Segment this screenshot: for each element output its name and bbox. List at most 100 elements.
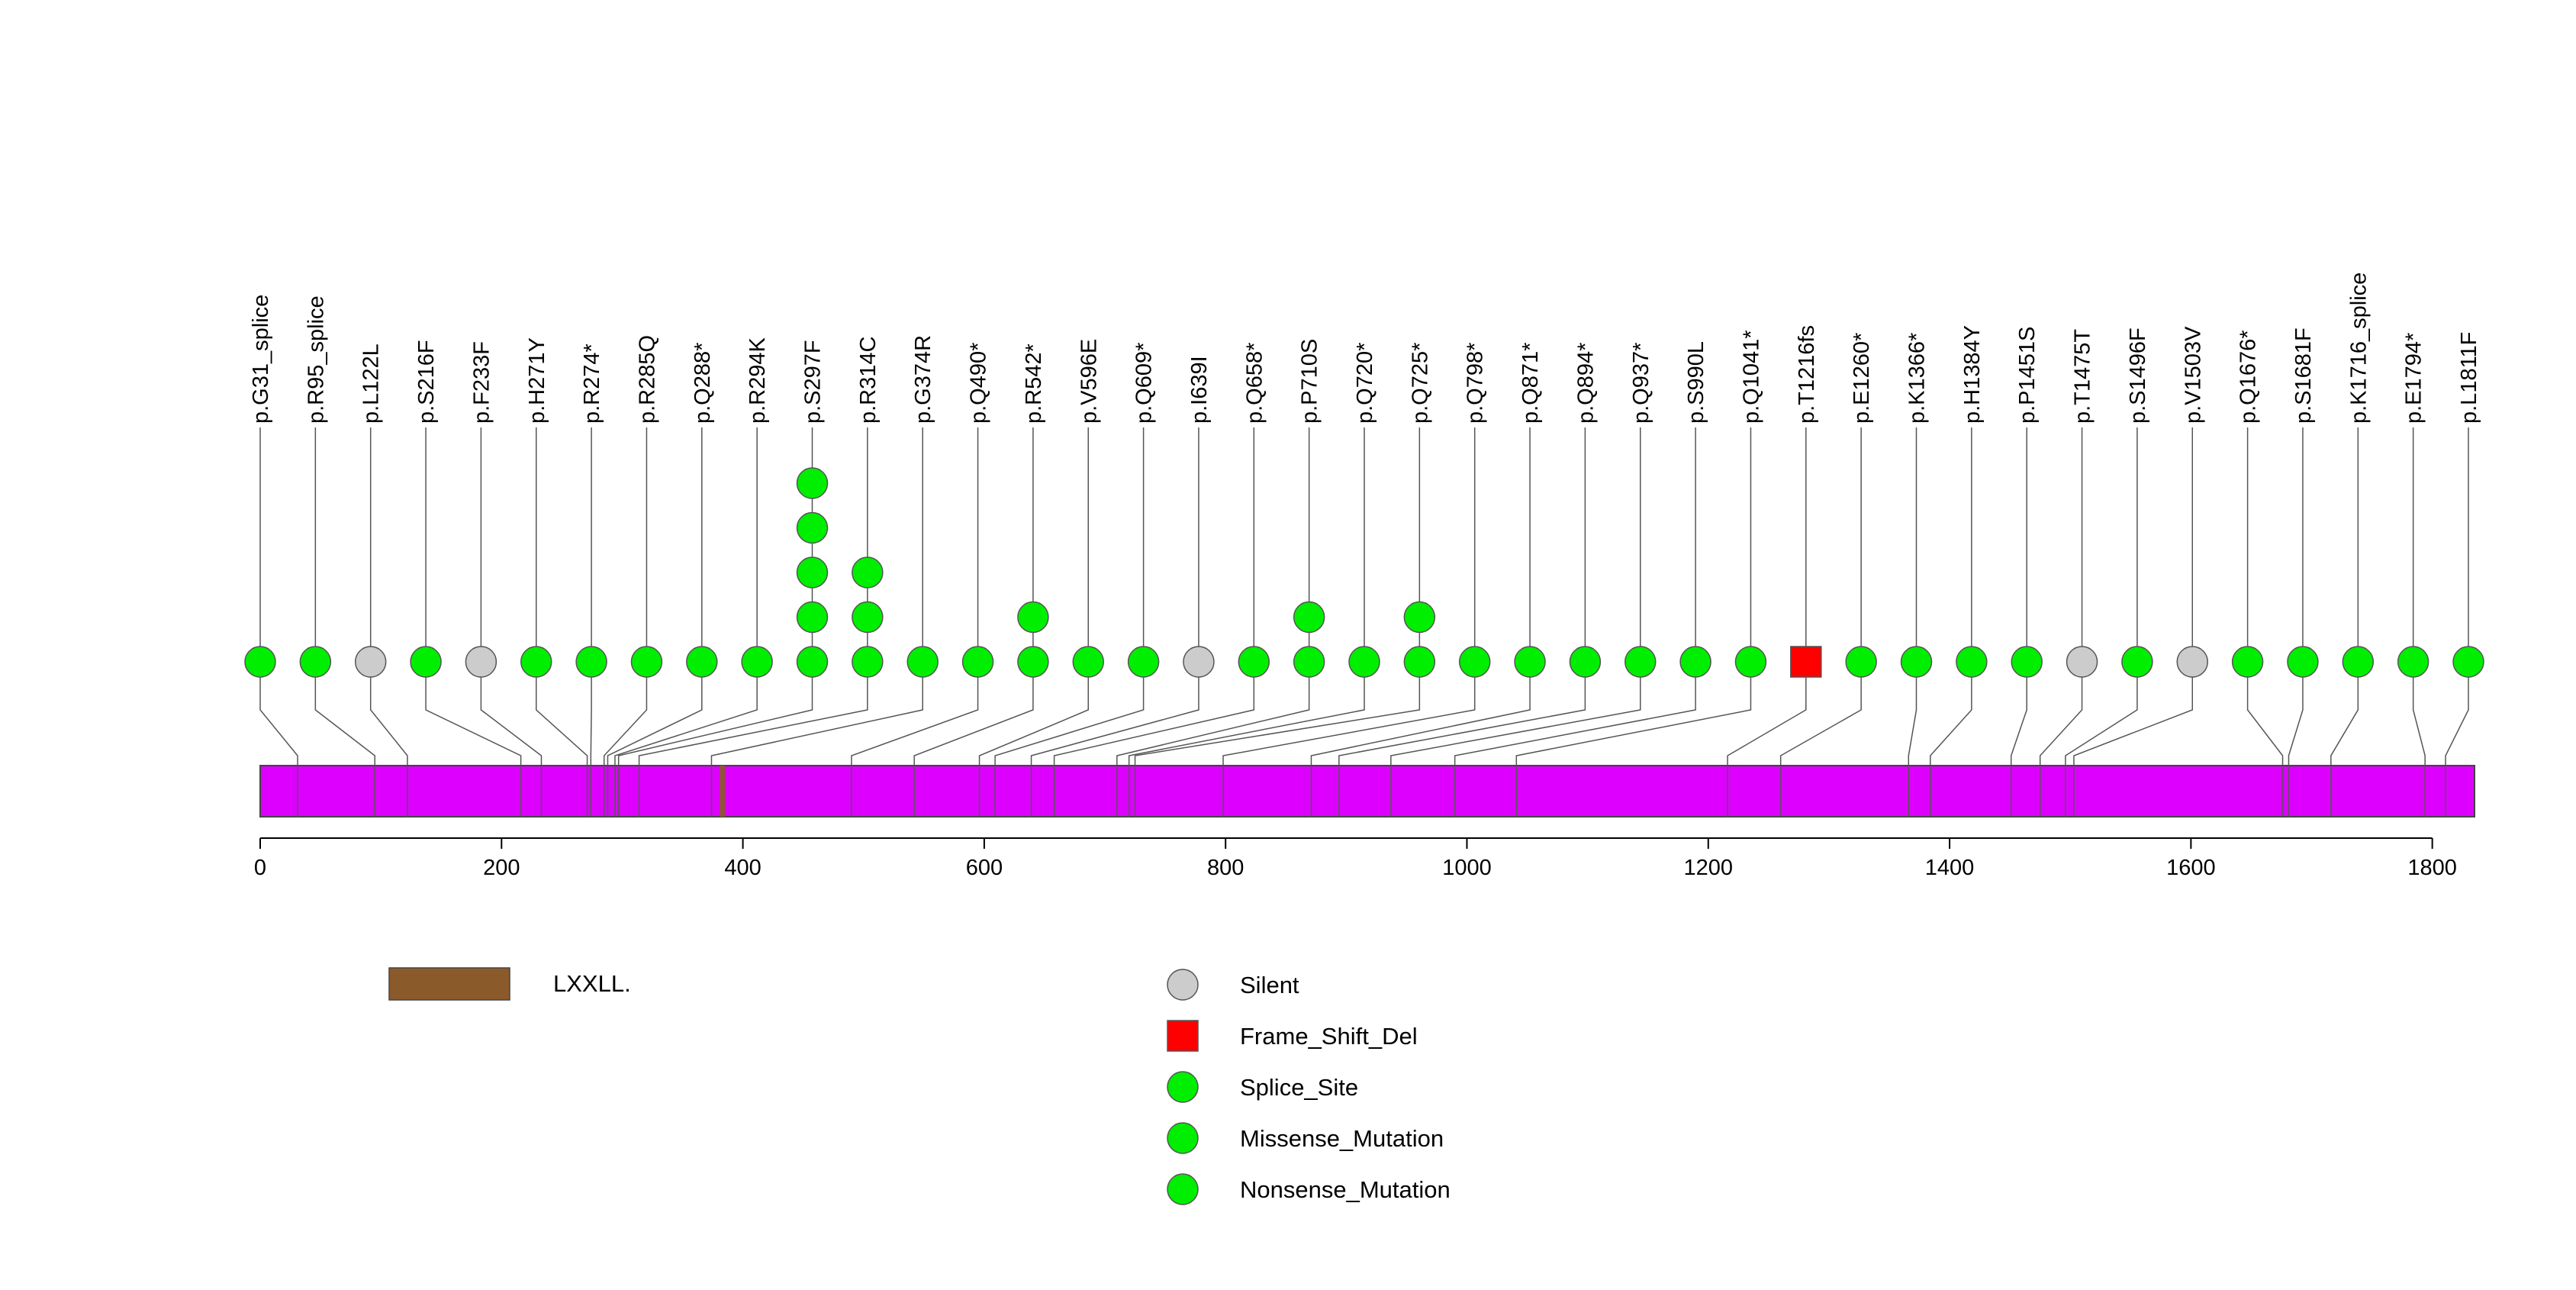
mutation-label: p.R285Q <box>635 335 659 424</box>
mutation-marker <box>686 646 718 678</box>
legend-label: Frame_Shift_Del <box>1240 1023 1418 1050</box>
mutation-marker <box>465 646 497 678</box>
mutation-stem <box>638 427 868 817</box>
mutation-label: p.V1503V <box>2181 326 2205 424</box>
mutation-label: p.G374R <box>911 335 935 424</box>
mutation-stem <box>2412 427 2426 817</box>
mutation-label: p.R542* <box>1022 343 1046 424</box>
mutation-label: p.V596E <box>1077 339 1101 424</box>
legend-marker <box>1167 1071 1199 1103</box>
mutation-label: p.S297F <box>801 340 826 424</box>
mutation-marker <box>2176 646 2208 678</box>
mutation-label: p.L122L <box>359 343 384 424</box>
mutation-marker <box>1072 646 1104 678</box>
mutation-marker <box>354 646 387 678</box>
mutation-label: p.Q894* <box>1573 343 1598 424</box>
mutation-marker <box>1403 646 1436 678</box>
legend-domain-label: LXXLL. <box>553 970 631 997</box>
mutation-label: p.L1811F <box>2457 332 2481 424</box>
mutation-marker <box>1956 646 1988 678</box>
mutation-stem <box>913 427 1034 817</box>
mutation-marker <box>2397 646 2429 678</box>
mutation-marker <box>410 646 442 678</box>
mutation-label: p.Q725* <box>1408 343 1432 424</box>
mutation-marker <box>1458 646 1491 678</box>
mutation-stem <box>1515 427 1752 817</box>
mutation-stem <box>2039 427 2083 817</box>
mutation-stem <box>1338 427 1586 817</box>
mutation-label: p.T1216fs <box>1795 325 1819 424</box>
mutation-marker <box>1293 601 1325 634</box>
legend-label: Splice_Site <box>1240 1074 1358 1101</box>
mutation-stem <box>1779 427 1862 817</box>
mutation-marker <box>796 556 829 589</box>
x-tick-label: 1200 <box>1684 856 1734 880</box>
protein-bar <box>259 765 2475 818</box>
mutation-label: p.Q937* <box>1629 343 1653 424</box>
mutation-marker <box>299 646 332 678</box>
x-axis: 0 200 400 600 800 1000 1200 1400 1600 1800 <box>254 837 2457 880</box>
mutation-marker <box>1845 646 1877 678</box>
mutation-stem <box>369 427 408 817</box>
legend-marker <box>1167 1122 1199 1154</box>
mutation-label: p.P1451S <box>2015 327 2040 424</box>
mutation-label: p.R314C <box>856 337 881 424</box>
protein-ticks <box>297 766 2446 817</box>
mutation-marker <box>1017 601 1049 634</box>
x-tick-label: 1400 <box>1925 856 1975 880</box>
mutation-marker <box>1238 646 1270 678</box>
legend-marker <box>1167 969 1199 1001</box>
legend: LXXLL. Silent Frame_Shift_Del Splice_Site Mi… <box>388 967 1451 1205</box>
mutation-label: p.S216F <box>414 340 439 424</box>
mutation-label: p.Q609* <box>1132 343 1157 424</box>
protein-track <box>259 765 2475 818</box>
mutation-stem <box>314 427 375 817</box>
x-tick-label: 1600 <box>2166 856 2216 880</box>
mutation-label: p.Q1676* <box>2236 330 2261 424</box>
mutation-stem <box>1053 427 1255 817</box>
mutation-label: p.R274* <box>580 343 604 424</box>
x-tick-label: 200 <box>483 856 520 880</box>
mutation-marker <box>520 646 552 678</box>
mutation-stem <box>1727 427 1807 817</box>
mutation-stem <box>614 427 758 817</box>
mutation-marker <box>630 646 663 678</box>
mutation-stem <box>2330 427 2359 817</box>
mutation-marker <box>1514 646 1546 678</box>
domain-lxxll- <box>720 766 725 817</box>
mutation-stem <box>536 427 588 817</box>
mutation-markers <box>244 467 2484 678</box>
mutation-stem <box>1908 427 1918 817</box>
mutation-labels: p.G31_splice p.R95_splice p.L122L p.S216F p.… <box>249 273 2481 424</box>
mutation-label: p.E1794* <box>2402 333 2426 424</box>
mutation-stem <box>2073 427 2193 817</box>
mutation-stem <box>1222 427 1476 817</box>
x-tick-label: 600 <box>966 856 1003 880</box>
mutation-label: p.Q490* <box>967 343 991 424</box>
mutation-marker <box>852 646 884 678</box>
mutation-label: p.Q1041* <box>1739 330 1763 424</box>
mutation-marker <box>1734 646 1767 678</box>
mutation-label: p.Q288* <box>691 343 715 424</box>
mutation-stem <box>994 427 1145 817</box>
mutation-marker <box>961 646 994 678</box>
protein-domains <box>720 766 725 817</box>
mutation-marker <box>906 646 939 678</box>
mutation-label: p.Q871* <box>1518 343 1543 424</box>
x-tick-label: 1000 <box>1442 856 1492 880</box>
legend-label: Missense_Mutation <box>1240 1125 1444 1152</box>
mutation-marker <box>1348 646 1380 678</box>
x-tick-label: 0 <box>254 856 266 880</box>
mutation-label: p.S1681F <box>2291 327 2316 424</box>
x-tick-label: 800 <box>1207 856 1244 880</box>
mutation-stem <box>1116 427 1310 817</box>
mutation-marker <box>1900 646 1933 678</box>
mutation-stem <box>1128 427 1365 817</box>
mutation-marker <box>796 646 829 678</box>
mutation-marker <box>575 646 607 678</box>
mutation-stem <box>617 427 813 817</box>
mutation-marker <box>796 467 829 499</box>
mutation-marker <box>1293 646 1325 678</box>
mutation-label: p.Q658* <box>1242 343 1267 424</box>
